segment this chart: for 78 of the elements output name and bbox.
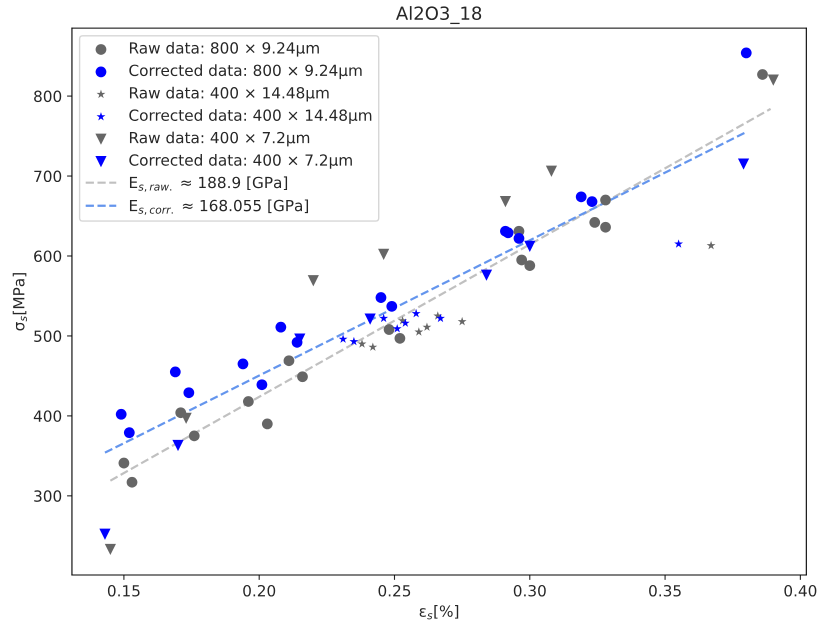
point xyxy=(586,196,598,207)
legend-label: Corrected data: 800 × 9.24μm xyxy=(129,64,362,80)
x-tick-label: 0.15 xyxy=(108,584,140,597)
point xyxy=(516,254,528,266)
point xyxy=(379,314,388,322)
x-tick-label: 0.20 xyxy=(243,584,276,597)
point xyxy=(392,324,402,333)
point xyxy=(480,270,492,281)
point xyxy=(386,300,398,312)
point xyxy=(378,248,390,260)
point xyxy=(500,196,512,208)
point xyxy=(297,371,308,382)
y-tick-label: 600 xyxy=(34,250,62,262)
point xyxy=(757,69,768,80)
point xyxy=(524,260,536,271)
point xyxy=(256,379,268,390)
point xyxy=(576,191,587,202)
x-tick-label: 0.35 xyxy=(649,584,681,597)
point xyxy=(99,528,111,540)
point xyxy=(436,314,445,322)
x-tick-label: 0.30 xyxy=(514,584,546,597)
point xyxy=(368,342,378,351)
y-tick-label: 300 xyxy=(34,490,62,502)
point xyxy=(118,458,130,468)
point xyxy=(376,292,386,303)
point xyxy=(188,430,200,442)
legend-label: Raw data: 800 × 9.24μm xyxy=(130,42,319,57)
x-axis-title: ε$_{s}$[%] xyxy=(420,605,458,620)
point xyxy=(400,318,410,327)
x-tick-label: 0.25 xyxy=(378,584,410,597)
point xyxy=(394,332,406,344)
x-tick-label: 0.40 xyxy=(784,584,816,597)
legend-label: Raw data: 400 × 14.48μm xyxy=(130,86,329,102)
point xyxy=(706,240,716,250)
point xyxy=(262,418,273,430)
point xyxy=(384,324,394,335)
point xyxy=(412,308,421,318)
chart-title: Al2O3_18 xyxy=(396,6,482,24)
point xyxy=(284,355,294,366)
y-tick-label: 500 xyxy=(34,330,62,342)
point xyxy=(768,74,779,86)
point xyxy=(183,387,194,398)
point xyxy=(674,239,684,248)
point xyxy=(738,158,750,170)
point xyxy=(308,275,319,286)
point xyxy=(414,327,424,336)
point xyxy=(458,316,467,326)
point xyxy=(600,194,611,206)
point xyxy=(502,227,514,238)
point xyxy=(524,240,536,252)
legend-label: Corrected data: 400 × 14.48μm xyxy=(129,109,372,124)
point xyxy=(514,233,524,244)
point xyxy=(338,334,348,343)
point xyxy=(546,166,558,177)
point xyxy=(740,48,752,58)
point xyxy=(422,322,432,331)
point xyxy=(589,217,600,228)
legend-label: Corrected data: 400 × 7.2μm xyxy=(129,154,352,169)
point xyxy=(275,322,286,333)
point xyxy=(170,366,181,378)
point xyxy=(242,396,254,407)
y-axis-title: σ$_{s}$[MPa] xyxy=(12,273,27,331)
point xyxy=(358,339,366,348)
legend-label: Raw data: 400 × 7.2μm xyxy=(130,132,310,146)
point xyxy=(126,476,138,488)
legend-label: E$_{s,corr.}$ ≈ 168.055 [GPa] xyxy=(130,199,308,215)
point xyxy=(124,427,135,438)
y-tick-label: 400 xyxy=(34,410,62,422)
point xyxy=(116,408,127,420)
legend-label: E$_{s,raw.}$ ≈ 188.9 [GPa] xyxy=(130,176,288,192)
point xyxy=(172,440,184,452)
point xyxy=(364,314,376,325)
point xyxy=(349,336,358,346)
point xyxy=(600,222,611,233)
point xyxy=(104,544,116,556)
y-tick-label: 800 xyxy=(34,90,62,102)
point xyxy=(238,358,248,370)
y-tick-label: 700 xyxy=(34,170,62,182)
